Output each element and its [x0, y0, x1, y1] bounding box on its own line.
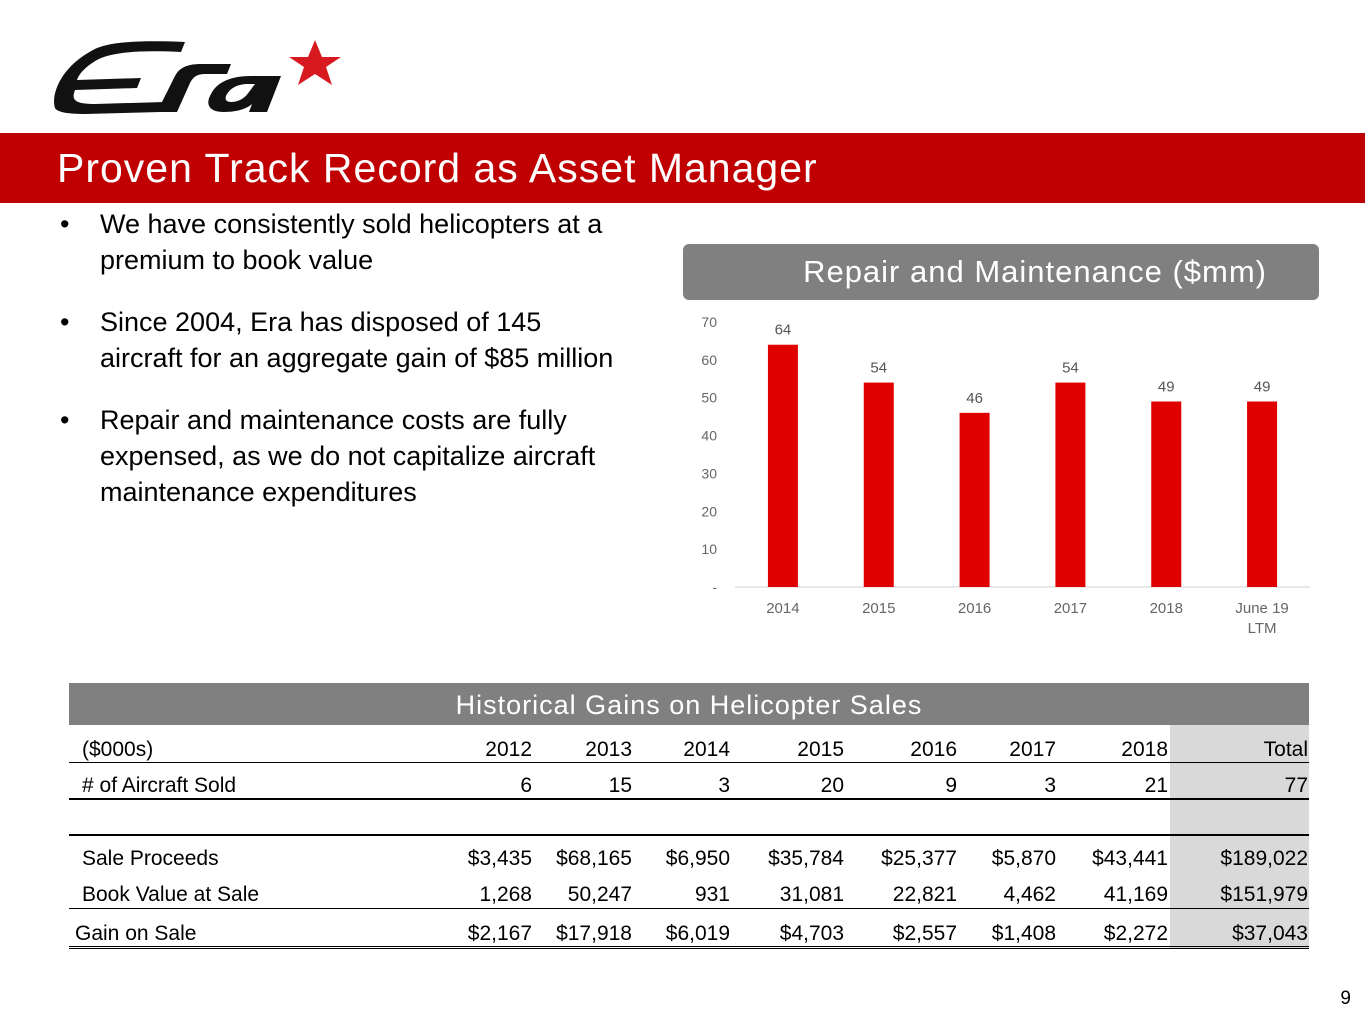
page-title: Proven Track Record as Asset Manager — [57, 145, 818, 191]
row-label: Gain on Sale — [75, 922, 197, 945]
table-cell: 31,081 — [779, 883, 844, 906]
bar — [1151, 401, 1182, 587]
row-label: ($000s) — [82, 738, 154, 761]
table-cell: 15 — [608, 774, 632, 797]
table-cell: 41,169 — [1103, 883, 1168, 906]
y-tick-label: 20 — [701, 503, 717, 519]
table-cell: 6 — [520, 774, 532, 797]
data-label: 54 — [1062, 360, 1079, 377]
table-cell: 2016 — [910, 738, 957, 761]
chart-header: Repair and Maintenance ($mm) — [683, 244, 1319, 300]
bar — [767, 344, 798, 587]
table-rule — [69, 908, 1309, 909]
data-label: 46 — [966, 390, 983, 407]
bullet-item: • Since 2004, Era has disposed of 145 ai… — [60, 304, 620, 376]
bullet-list: • We have consistently sold helicopters … — [60, 206, 620, 536]
data-label: 64 — [775, 322, 792, 339]
table-title: Historical Gains on Helicopter Sales — [69, 683, 1309, 725]
y-tick-label: 50 — [701, 390, 717, 406]
table-cell: $6,950 — [665, 847, 730, 870]
bullet-text: Since 2004, Era has disposed of 145 airc… — [100, 307, 614, 373]
table-cell: 4,462 — [1003, 883, 1056, 906]
bullet-item: • Repair and maintenance costs are fully… — [60, 402, 620, 510]
table-cell: $189,022 — [1220, 847, 1308, 870]
table-cell: 22,821 — [892, 883, 957, 906]
data-label: 54 — [870, 360, 887, 377]
page-number: 9 — [1340, 988, 1351, 1009]
table-cell: 3 — [1044, 774, 1056, 797]
x-tick-label: June 19 — [1235, 600, 1288, 617]
x-tick-label: 2014 — [766, 600, 799, 617]
table-cell: 931 — [694, 883, 730, 906]
gains-table: Historical Gains on Helicopter Sales ($0… — [69, 683, 1309, 949]
y-tick-label: - — [712, 579, 717, 595]
table-cell: $5,870 — [991, 847, 1056, 870]
table-cell: $25,377 — [881, 847, 957, 870]
y-tick-label: 10 — [701, 541, 717, 557]
data-label: 49 — [1254, 379, 1271, 396]
table-cell: 3 — [718, 774, 730, 797]
chart-title: Repair and Maintenance ($mm) — [803, 254, 1267, 289]
bar — [959, 412, 990, 587]
title-bar: Proven Track Record as Asset Manager — [0, 133, 1365, 203]
table-cell: 9 — [945, 774, 957, 797]
table-cell: $68,165 — [556, 847, 632, 870]
table-cell: $43,441 — [1092, 847, 1168, 870]
x-tick-label: 2015 — [862, 600, 895, 617]
table-cell: 2013 — [585, 738, 632, 761]
table-cell: 20 — [820, 774, 844, 797]
table-cell: $2,557 — [892, 922, 957, 945]
table-rule — [69, 834, 1309, 836]
table-cell: $4,703 — [779, 922, 844, 945]
table-cell: 2017 — [1009, 738, 1056, 761]
table-rule — [69, 798, 1309, 800]
table-rule — [69, 762, 1309, 763]
table-cell: $3,435 — [467, 847, 532, 870]
bullet-text: Repair and maintenance costs are fully e… — [100, 405, 596, 507]
table-cell: 2014 — [683, 738, 730, 761]
x-tick-label: LTM — [1248, 620, 1277, 637]
table-cell: $37,043 — [1232, 922, 1308, 945]
bullet-dot-icon: • — [60, 307, 70, 337]
bullet-text: We have consistently sold helicopters at… — [100, 209, 603, 275]
x-tick-label: 2017 — [1054, 600, 1087, 617]
bullet-dot-icon: • — [60, 209, 70, 239]
x-tick-label: 2018 — [1150, 600, 1183, 617]
table-cell: $151,979 — [1220, 883, 1308, 906]
row-label: Book Value at Sale — [82, 883, 260, 906]
table-cell: $2,272 — [1103, 922, 1168, 945]
repair-maintenance-chart: - 10 20 30 40 50 60 70 64 2014 54 2015 46 2016 54 2017 4… — [701, 314, 1310, 637]
table-cell: $17,918 — [556, 922, 632, 945]
y-tick-label: 40 — [701, 428, 717, 444]
bar — [863, 382, 894, 587]
data-label: 49 — [1158, 379, 1175, 396]
table-cell: $35,784 — [768, 847, 844, 870]
table-cell: $1,408 — [991, 922, 1056, 945]
table-cell: 50,247 — [567, 883, 632, 906]
table-cell: 2012 — [485, 738, 532, 761]
table-cell: 2015 — [797, 738, 844, 761]
table-cell: 21 — [1144, 774, 1168, 797]
bullet-dot-icon: • — [60, 405, 70, 435]
bullet-item: • We have consistently sold helicopters … — [60, 206, 620, 278]
y-tick-label: 30 — [701, 465, 717, 481]
table-cell: 2018 — [1121, 738, 1168, 761]
table-cell: $6,019 — [665, 922, 730, 945]
bar — [1055, 382, 1086, 587]
table-rule — [69, 946, 1309, 949]
row-label: Sale Proceeds — [82, 847, 219, 870]
bar — [1247, 401, 1278, 587]
star-icon — [289, 40, 341, 85]
y-tick-label: 70 — [701, 314, 717, 330]
x-tick-label: 2016 — [958, 600, 991, 617]
table-cell: Total — [1263, 738, 1308, 761]
y-tick-label: 60 — [701, 352, 717, 368]
table-cell: 1,268 — [479, 883, 532, 906]
era-logo — [45, 30, 355, 120]
table-cell: 77 — [1284, 774, 1308, 797]
table-cell: $2,167 — [467, 922, 532, 945]
row-label: # of Aircraft Sold — [82, 774, 237, 797]
